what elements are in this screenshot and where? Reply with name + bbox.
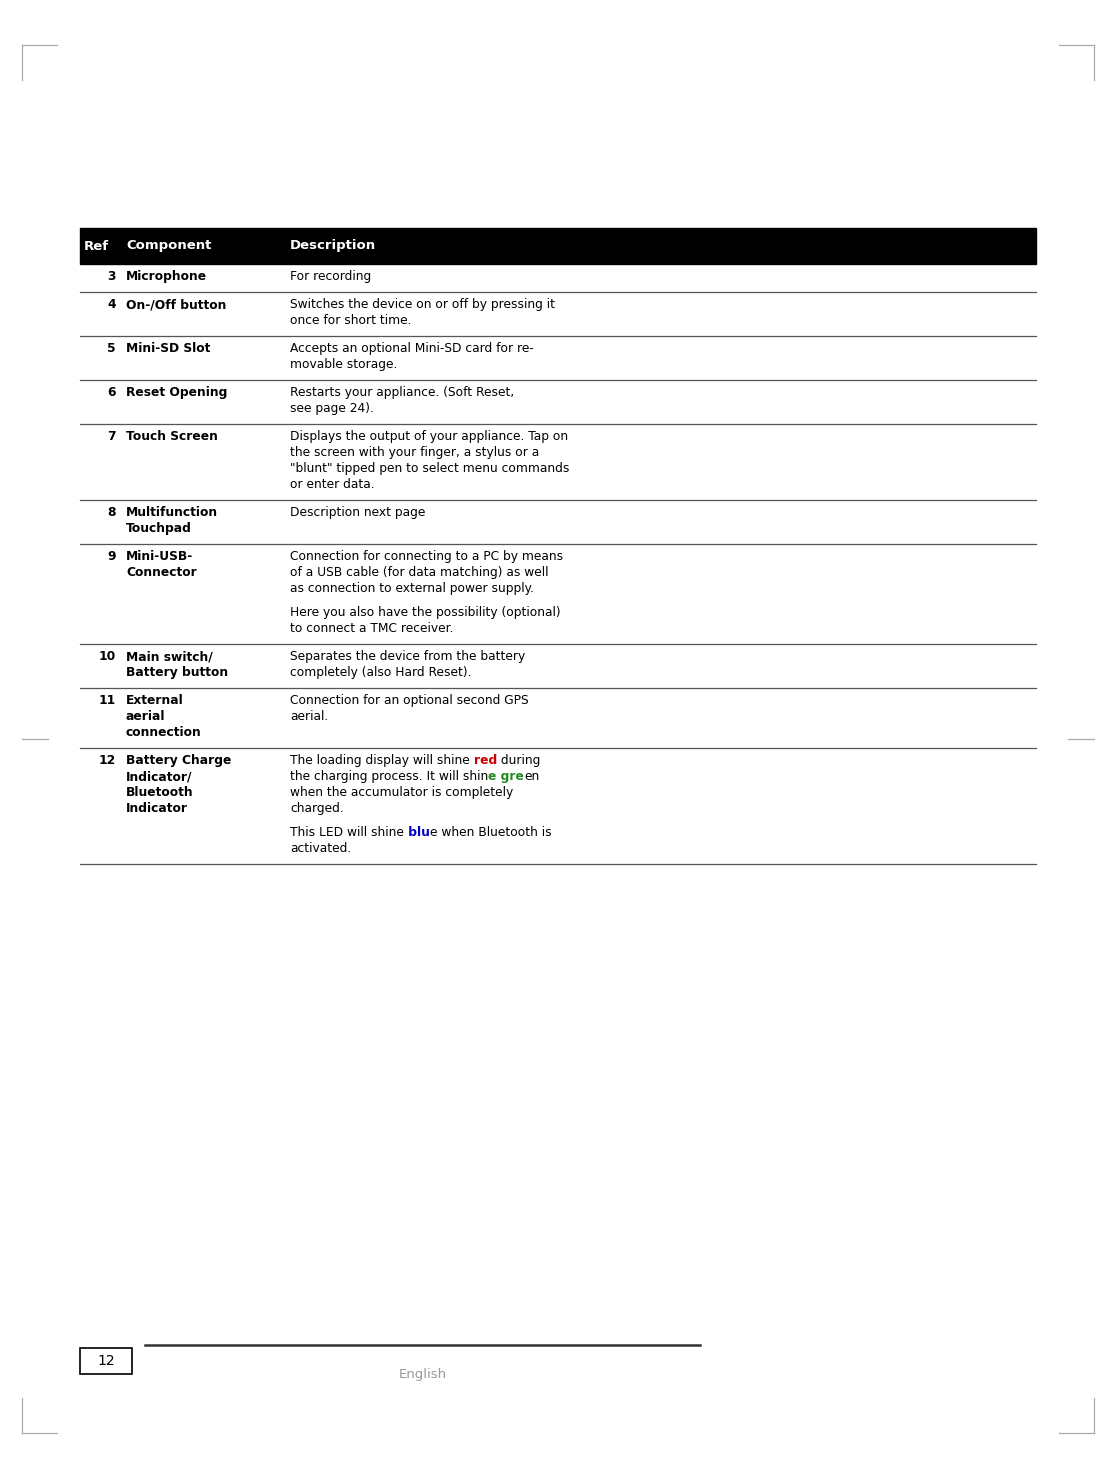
Text: the charging process. It will shin: the charging process. It will shin	[290, 770, 489, 783]
Text: Battery Charge: Battery Charge	[126, 754, 231, 767]
Text: of a USB cable (for data matching) as well: of a USB cable (for data matching) as we…	[290, 566, 548, 579]
Text: during: during	[497, 754, 540, 767]
Text: Bluetooth: Bluetooth	[126, 786, 193, 800]
Text: Touch Screen: Touch Screen	[126, 430, 218, 443]
Text: Connection for an optional second GPS: Connection for an optional second GPS	[290, 695, 529, 706]
Text: 8: 8	[107, 505, 116, 519]
Text: blu: blu	[404, 826, 430, 840]
Text: Here you also have the possibility (optional): Here you also have the possibility (opti…	[290, 606, 560, 619]
Text: Microphone: Microphone	[126, 270, 208, 282]
Text: 9: 9	[107, 550, 116, 563]
Text: 6: 6	[107, 386, 116, 399]
Text: Separates the device from the battery: Separates the device from the battery	[290, 650, 526, 664]
Text: activated.: activated.	[290, 842, 352, 854]
Text: Displays the output of your appliance. Tap on: Displays the output of your appliance. T…	[290, 430, 568, 443]
Text: e gre: e gre	[489, 770, 525, 783]
Text: Multifunction: Multifunction	[126, 505, 218, 519]
Bar	[80, 228, 1036, 265]
Text: Description next page: Description next page	[290, 505, 425, 519]
Text: 4: 4	[107, 299, 116, 310]
Text: Switches the device on or off by pressing it: Switches the device on or off by pressin…	[290, 299, 555, 310]
Text: 3: 3	[107, 270, 116, 282]
Text: Mini-SD Slot: Mini-SD Slot	[126, 341, 211, 355]
Text: On-/Off button: On-/Off button	[126, 299, 227, 310]
Text: or enter data.: or enter data.	[290, 477, 375, 491]
Text: 12: 12	[98, 754, 116, 767]
Text: "blunt" tipped pen to select menu commands: "blunt" tipped pen to select menu comman…	[290, 463, 569, 474]
Text: Reset Opening: Reset Opening	[126, 386, 228, 399]
Text: see page 24).: see page 24).	[290, 402, 374, 415]
Text: External: External	[126, 695, 184, 706]
Text: Component: Component	[126, 239, 211, 253]
Text: Connector: Connector	[126, 566, 196, 579]
Text: when the accumulator is completely: when the accumulator is completely	[290, 786, 513, 800]
Text: charged.: charged.	[290, 803, 344, 814]
Text: Restarts your appliance. (Soft Reset,: Restarts your appliance. (Soft Reset,	[290, 386, 514, 399]
Text: 7: 7	[107, 430, 116, 443]
Text: e when Bluetooth is: e when Bluetooth is	[430, 826, 551, 840]
Text: Indicator/: Indicator/	[126, 770, 192, 783]
Text: to connect a TMC receiver.: to connect a TMC receiver.	[290, 622, 453, 636]
Text: This LED will shine: This LED will shine	[290, 826, 404, 840]
Text: connection: connection	[126, 726, 202, 739]
Text: Main switch/: Main switch/	[126, 650, 213, 664]
Text: English: English	[398, 1369, 446, 1380]
Text: Accepts an optional Mini-SD card for re-: Accepts an optional Mini-SD card for re-	[290, 341, 533, 355]
Text: the screen with your finger, a stylus or a: the screen with your finger, a stylus or…	[290, 446, 539, 460]
Text: For recording: For recording	[290, 270, 372, 282]
Text: 11: 11	[98, 695, 116, 706]
Text: Mini-USB-: Mini-USB-	[126, 550, 193, 563]
Text: Ref: Ref	[84, 239, 109, 253]
Text: as connection to external power supply.: as connection to external power supply.	[290, 582, 533, 596]
Text: movable storage.: movable storage.	[290, 358, 397, 371]
Text: 5: 5	[107, 341, 116, 355]
Text: completely (also Hard Reset).: completely (also Hard Reset).	[290, 667, 471, 678]
Text: once for short time.: once for short time.	[290, 313, 412, 327]
Text: en: en	[525, 770, 539, 783]
Bar	[80, 1348, 132, 1375]
Text: aerial: aerial	[126, 709, 165, 723]
Text: Battery button: Battery button	[126, 667, 228, 678]
Text: The loading display will shine: The loading display will shine	[290, 754, 473, 767]
Text: red: red	[473, 754, 497, 767]
Text: 10: 10	[98, 650, 116, 664]
Text: Connection for connecting to a PC by means: Connection for connecting to a PC by mea…	[290, 550, 564, 563]
Text: Indicator: Indicator	[126, 803, 187, 814]
Text: 12: 12	[97, 1354, 115, 1369]
Text: aerial.: aerial.	[290, 709, 328, 723]
Text: Description: Description	[290, 239, 376, 253]
Text: Touchpad: Touchpad	[126, 522, 192, 535]
